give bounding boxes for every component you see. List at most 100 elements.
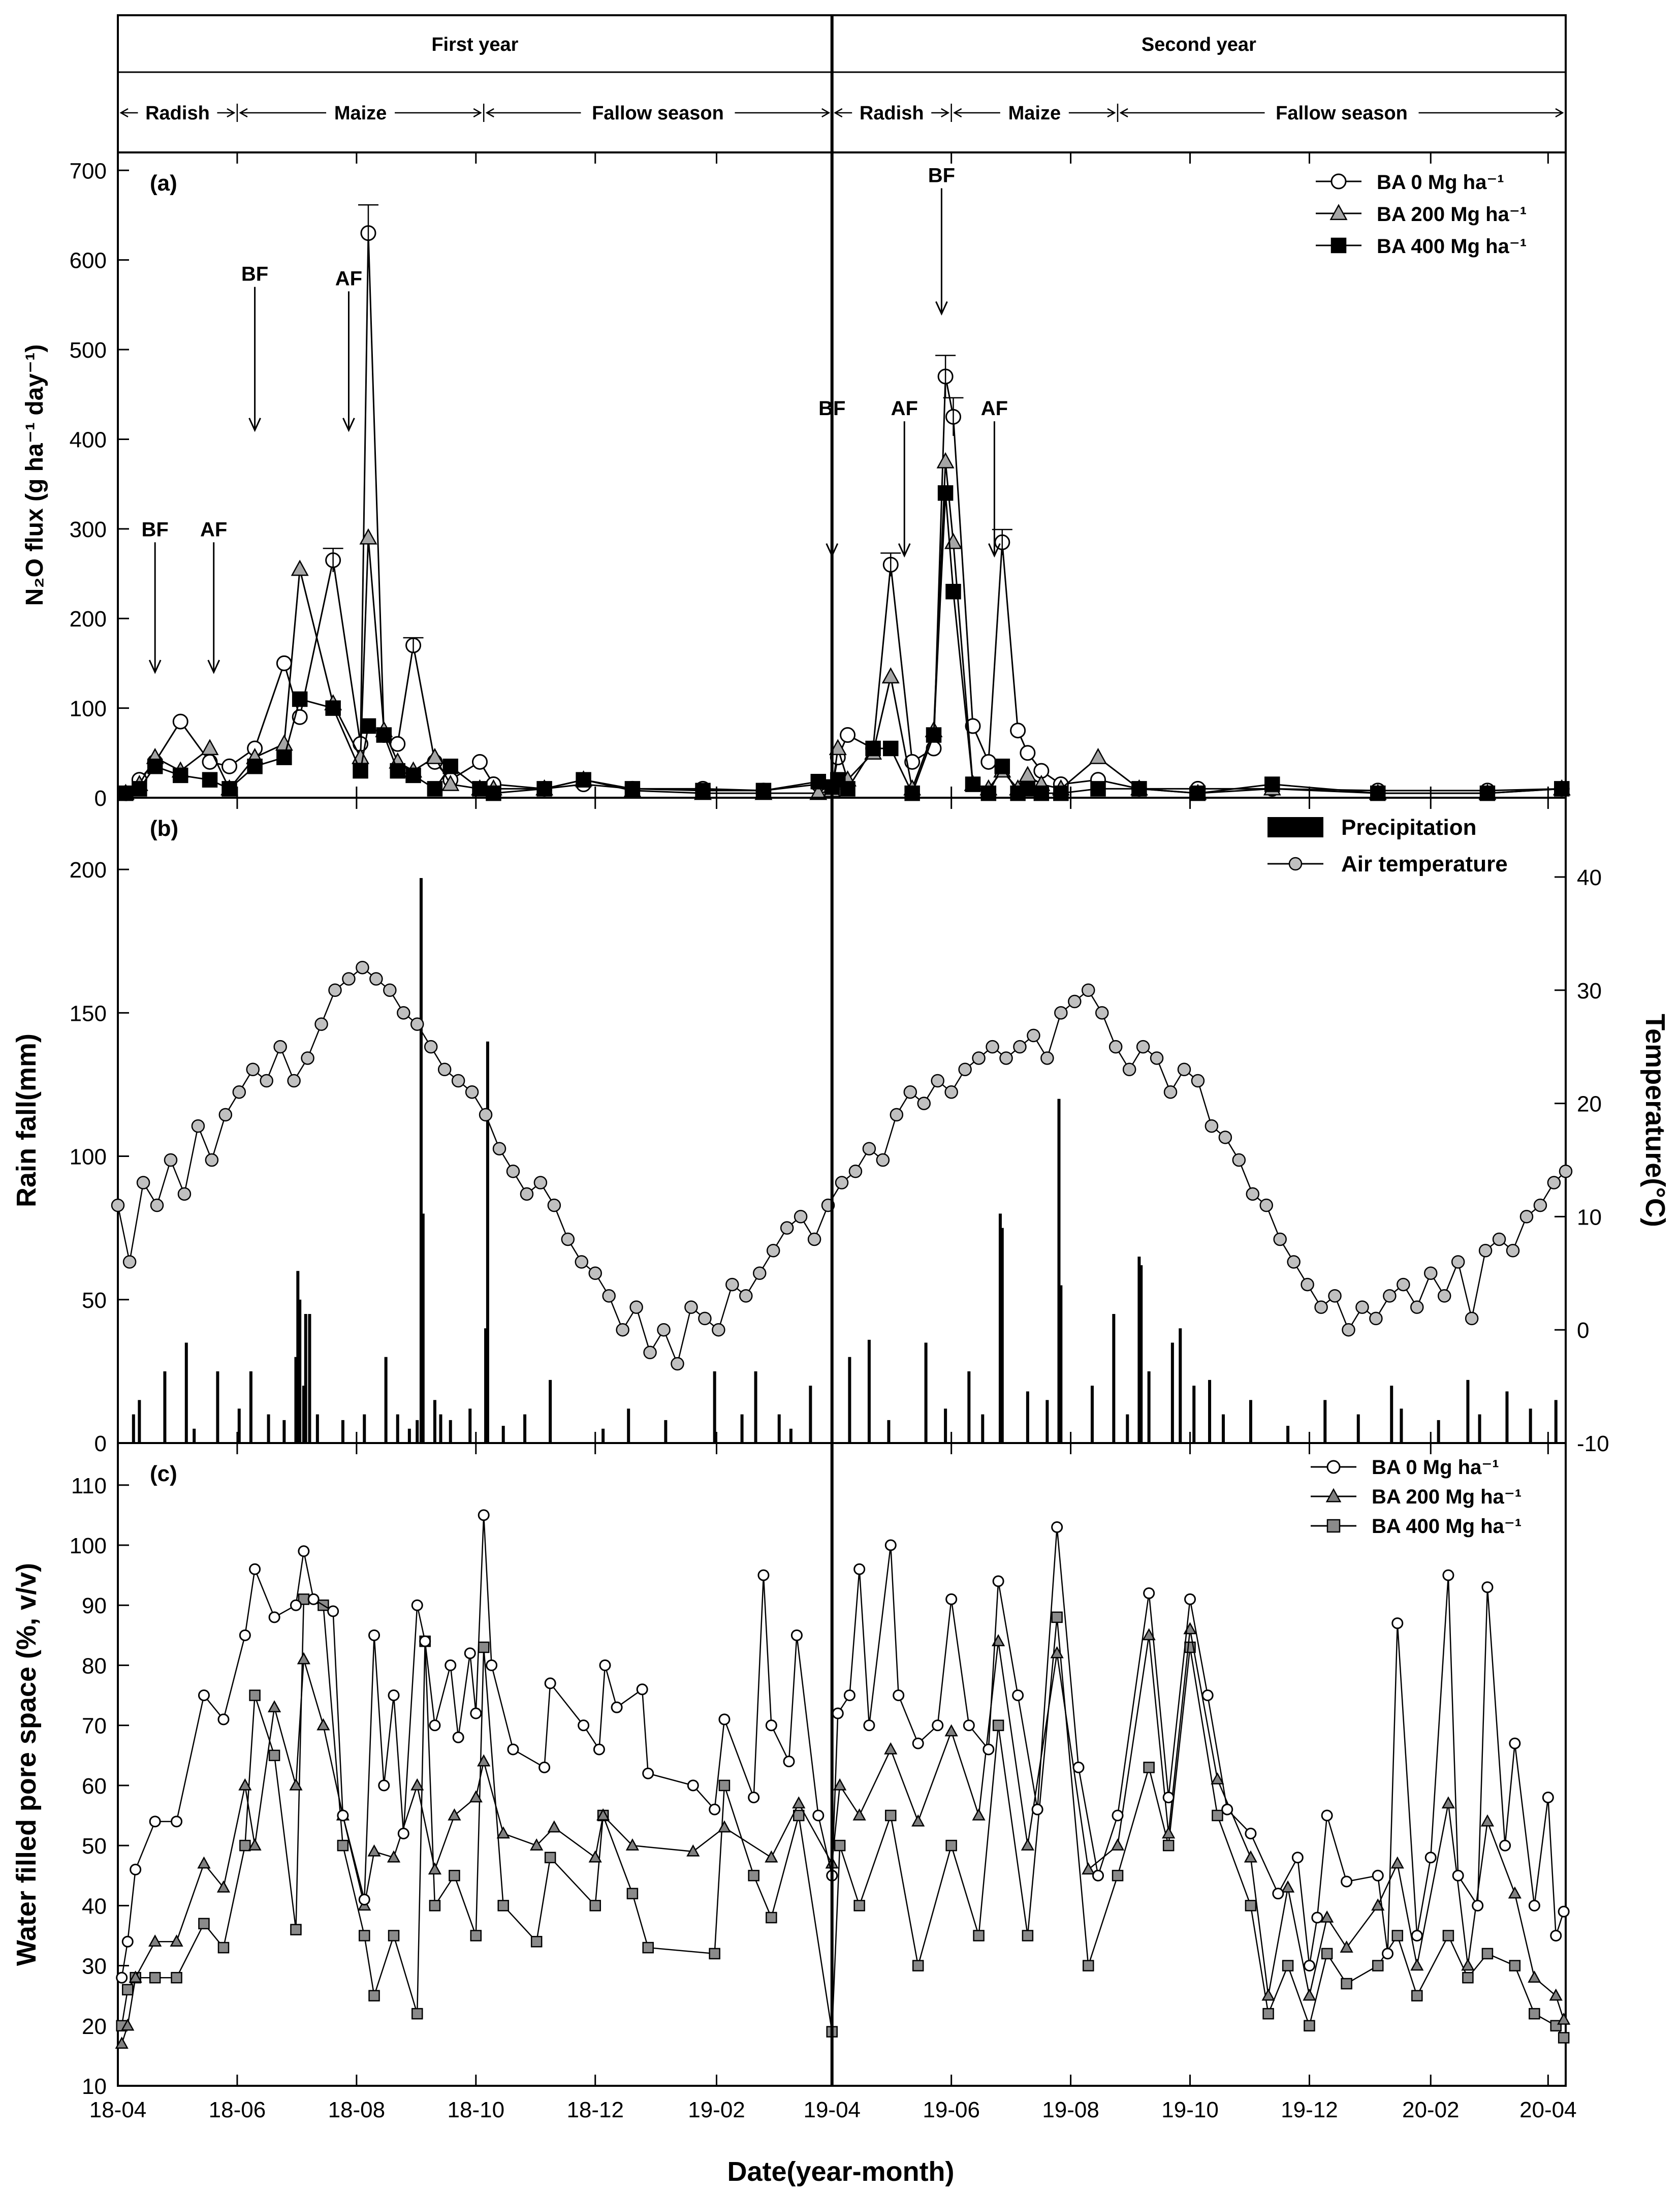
precipitation-bar — [486, 1041, 489, 1443]
data-point — [1143, 1762, 1155, 1773]
precipitation-bar — [237, 1408, 241, 1443]
data-point — [442, 759, 458, 774]
data-point — [426, 747, 444, 764]
temperature-point — [1040, 1051, 1054, 1065]
precipitation-bar — [1249, 1400, 1252, 1443]
x-tick-label: 20-02 — [1402, 2097, 1460, 2122]
x-tick-label: 18-04 — [89, 2097, 147, 2122]
precipitation-bar — [216, 1371, 219, 1443]
precipitation-bar — [1400, 1408, 1403, 1443]
temperature-point — [492, 1142, 506, 1155]
data-point — [1452, 1869, 1464, 1882]
data-point — [717, 1820, 732, 1833]
temperature-point — [218, 1108, 233, 1122]
precipitation-bar — [967, 1371, 971, 1443]
x-tick-label: 19-12 — [1281, 2097, 1338, 2122]
data-point — [994, 759, 1010, 774]
data-point — [695, 782, 711, 799]
precipitation-bar — [740, 1414, 744, 1443]
data-point — [1143, 1587, 1155, 1600]
temperature-point — [1287, 1255, 1301, 1269]
data-point — [290, 1599, 302, 1611]
data-point — [1410, 1958, 1424, 1971]
data-point — [686, 1844, 700, 1857]
precipitation-bar — [1170, 1342, 1174, 1443]
data-point — [1461, 1958, 1475, 1971]
x-tick-label: 19-06 — [923, 2097, 980, 2122]
season-label: Maize — [334, 103, 387, 124]
x-axis: Date(year-month) — [727, 2156, 954, 2187]
data-point — [1303, 1960, 1315, 1972]
temperature-point — [1451, 1255, 1465, 1269]
x-tick-label: 19-08 — [1042, 2097, 1099, 2122]
data-point — [1111, 1838, 1125, 1851]
data-point — [358, 1894, 370, 1906]
temperature-point — [602, 1289, 616, 1303]
data-point — [1291, 1852, 1304, 1864]
annotation-label: AF — [200, 518, 227, 541]
data-point — [507, 1743, 519, 1756]
data-point — [718, 1713, 731, 1726]
data-point — [172, 713, 188, 730]
season-arrow-head-left — [1119, 108, 1128, 118]
data-point — [881, 667, 900, 684]
data-point — [599, 1659, 611, 1671]
season-arrow-head-right — [1555, 108, 1564, 118]
x-tick-label: 18-06 — [209, 2097, 266, 2122]
temperature-point — [917, 1097, 931, 1110]
precipitation-bar — [1208, 1380, 1212, 1443]
legend-label: BA 200 Mg ha⁻¹ — [1372, 1486, 1521, 1508]
precipitation-bar — [887, 1420, 891, 1443]
data-point — [765, 1850, 778, 1863]
data-point — [965, 718, 981, 734]
temperature-point — [1177, 1062, 1191, 1076]
series-line — [125, 493, 1562, 796]
temperature-point — [890, 1108, 904, 1122]
temperature-point — [122, 1255, 137, 1269]
temperature-point — [260, 1074, 273, 1088]
data-point — [291, 559, 309, 576]
season-arrow-head-right — [227, 108, 236, 118]
data-point — [1411, 1990, 1423, 2001]
data-point — [589, 1900, 601, 1912]
data-point — [973, 1930, 985, 1942]
temperature-point — [111, 1198, 125, 1212]
temperature-point — [739, 1289, 753, 1303]
precipitation-bar — [924, 1342, 928, 1443]
data-point — [388, 1689, 400, 1702]
season-arrow-head-left — [953, 108, 962, 118]
data-point — [1201, 1689, 1214, 1702]
data-point — [893, 1689, 905, 1702]
data-point — [1481, 1581, 1494, 1593]
data-point — [853, 1900, 865, 1912]
legend-label: BA 400 Mg ha⁻¹ — [1377, 235, 1527, 258]
a-y-tick-label: 600 — [70, 248, 107, 273]
header: First year Second year Radish Maize Fallow s… — [117, 14, 1567, 153]
temperature-point — [1013, 1040, 1027, 1054]
data-point — [642, 1767, 654, 1779]
temperature-point — [835, 1176, 849, 1189]
data-point — [1051, 1521, 1063, 1533]
data-point — [1261, 1988, 1275, 2001]
season-arrow-head-right — [473, 108, 482, 118]
season-arrow-head-left — [239, 108, 248, 118]
x-tick-label: 19-10 — [1161, 2097, 1219, 2122]
temperature-point — [397, 1006, 410, 1020]
legend-label: BA 200 Mg ha⁻¹ — [1377, 203, 1527, 226]
precipitation-bar — [468, 1408, 472, 1443]
temperature-point — [1506, 1243, 1520, 1258]
data-point — [496, 1826, 510, 1839]
data-point — [449, 1869, 460, 1882]
temperature-point — [1492, 1232, 1506, 1246]
data-point — [1031, 1803, 1043, 1815]
precipitation-bar — [163, 1371, 167, 1443]
data-point — [1472, 1899, 1484, 1912]
temperature-point — [1519, 1210, 1534, 1224]
temperature-point — [383, 983, 397, 997]
precipitation-bar — [294, 1357, 298, 1443]
a-y-tick-label: 500 — [70, 338, 107, 363]
data-point — [337, 1809, 349, 1822]
temperature-point — [986, 1040, 999, 1054]
data-point — [427, 781, 443, 797]
b-y2-tick-label: 40 — [1577, 865, 1602, 890]
